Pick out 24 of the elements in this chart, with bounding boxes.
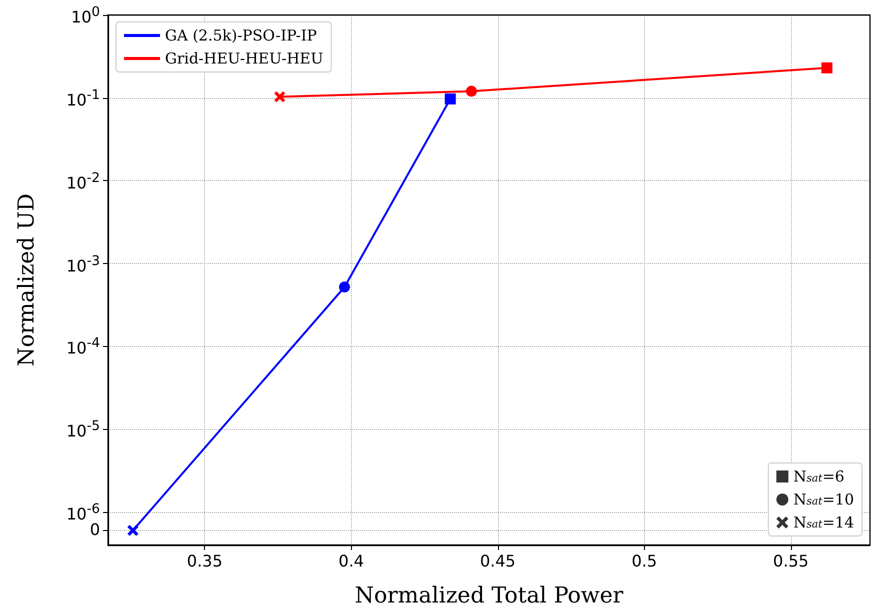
- point: [466, 86, 477, 97]
- y-tick-label: 10$^{0}$: [71, 5, 100, 26]
- x-tick-label: 0.55: [773, 552, 809, 570]
- x-tick-label: 0.35: [186, 552, 223, 570]
- legend-label: Nsat=14: [793, 514, 854, 532]
- point: [339, 282, 350, 293]
- y-tick-label: 10$^{-2}$: [66, 170, 100, 192]
- legend-label: Grid-HEU-HEU-HEU: [165, 50, 324, 68]
- x-tick-label: 0.5: [632, 552, 658, 570]
- point: [274, 91, 286, 102]
- legend-label: Nsat=10: [793, 490, 854, 508]
- x-tick-label: 0.45: [480, 552, 516, 570]
- legend-label: Nsat=6: [793, 468, 844, 486]
- point: [821, 62, 832, 74]
- x-axis-title: Normalized Total Power: [354, 584, 624, 608]
- y-tick-label: 10$^{-5}$: [66, 419, 100, 441]
- point: [127, 524, 138, 536]
- point: [444, 93, 456, 104]
- y-tick-label: 10$^{-4}$: [66, 336, 100, 358]
- y-axis-title: Normalized UD: [14, 194, 40, 366]
- y-tick-label: 10$^{-1}$: [66, 88, 100, 110]
- legend-label: GA (2.5k)-PSO-IP-IP: [165, 26, 317, 44]
- y-tick-label: 10$^{-3}$: [66, 254, 100, 275]
- x-tick-label: 0.4: [338, 552, 364, 570]
